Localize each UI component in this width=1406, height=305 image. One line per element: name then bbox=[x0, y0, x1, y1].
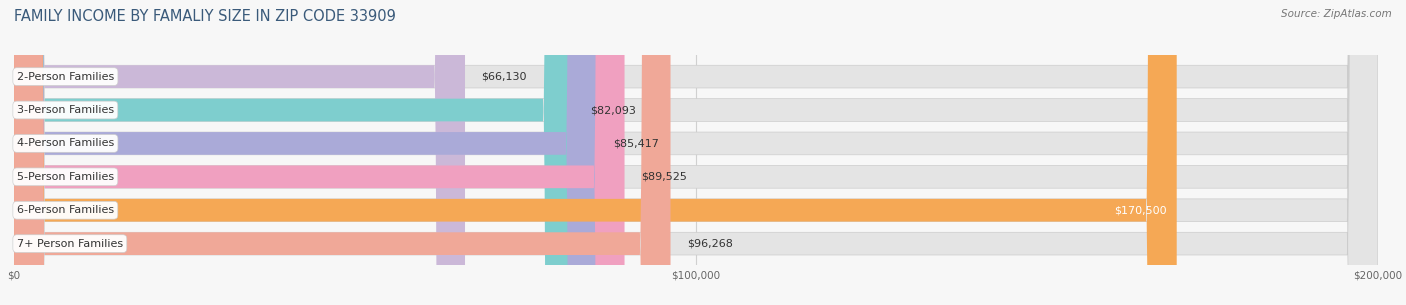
FancyBboxPatch shape bbox=[14, 0, 1378, 305]
FancyBboxPatch shape bbox=[14, 0, 624, 305]
FancyBboxPatch shape bbox=[14, 0, 1378, 305]
FancyBboxPatch shape bbox=[14, 0, 1378, 305]
Text: 3-Person Families: 3-Person Families bbox=[17, 105, 114, 115]
Text: $89,525: $89,525 bbox=[641, 172, 686, 182]
FancyBboxPatch shape bbox=[14, 0, 1177, 305]
Text: $85,417: $85,417 bbox=[613, 138, 659, 149]
Text: $96,268: $96,268 bbox=[688, 239, 733, 249]
FancyBboxPatch shape bbox=[14, 0, 596, 305]
Text: 6-Person Families: 6-Person Families bbox=[17, 205, 114, 215]
Text: Source: ZipAtlas.com: Source: ZipAtlas.com bbox=[1281, 9, 1392, 19]
Text: 4-Person Families: 4-Person Families bbox=[17, 138, 114, 149]
FancyBboxPatch shape bbox=[14, 0, 1378, 305]
FancyBboxPatch shape bbox=[14, 0, 1378, 305]
Text: 5-Person Families: 5-Person Families bbox=[17, 172, 114, 182]
Text: 2-Person Families: 2-Person Families bbox=[17, 72, 114, 82]
Text: 7+ Person Families: 7+ Person Families bbox=[17, 239, 122, 249]
Text: FAMILY INCOME BY FAMALIY SIZE IN ZIP CODE 33909: FAMILY INCOME BY FAMALIY SIZE IN ZIP COD… bbox=[14, 9, 396, 24]
FancyBboxPatch shape bbox=[14, 0, 574, 305]
FancyBboxPatch shape bbox=[14, 0, 1378, 305]
Text: $66,130: $66,130 bbox=[481, 72, 527, 82]
FancyBboxPatch shape bbox=[14, 0, 465, 305]
FancyBboxPatch shape bbox=[14, 0, 671, 305]
Text: $170,500: $170,500 bbox=[1115, 205, 1167, 215]
Text: $82,093: $82,093 bbox=[591, 105, 636, 115]
